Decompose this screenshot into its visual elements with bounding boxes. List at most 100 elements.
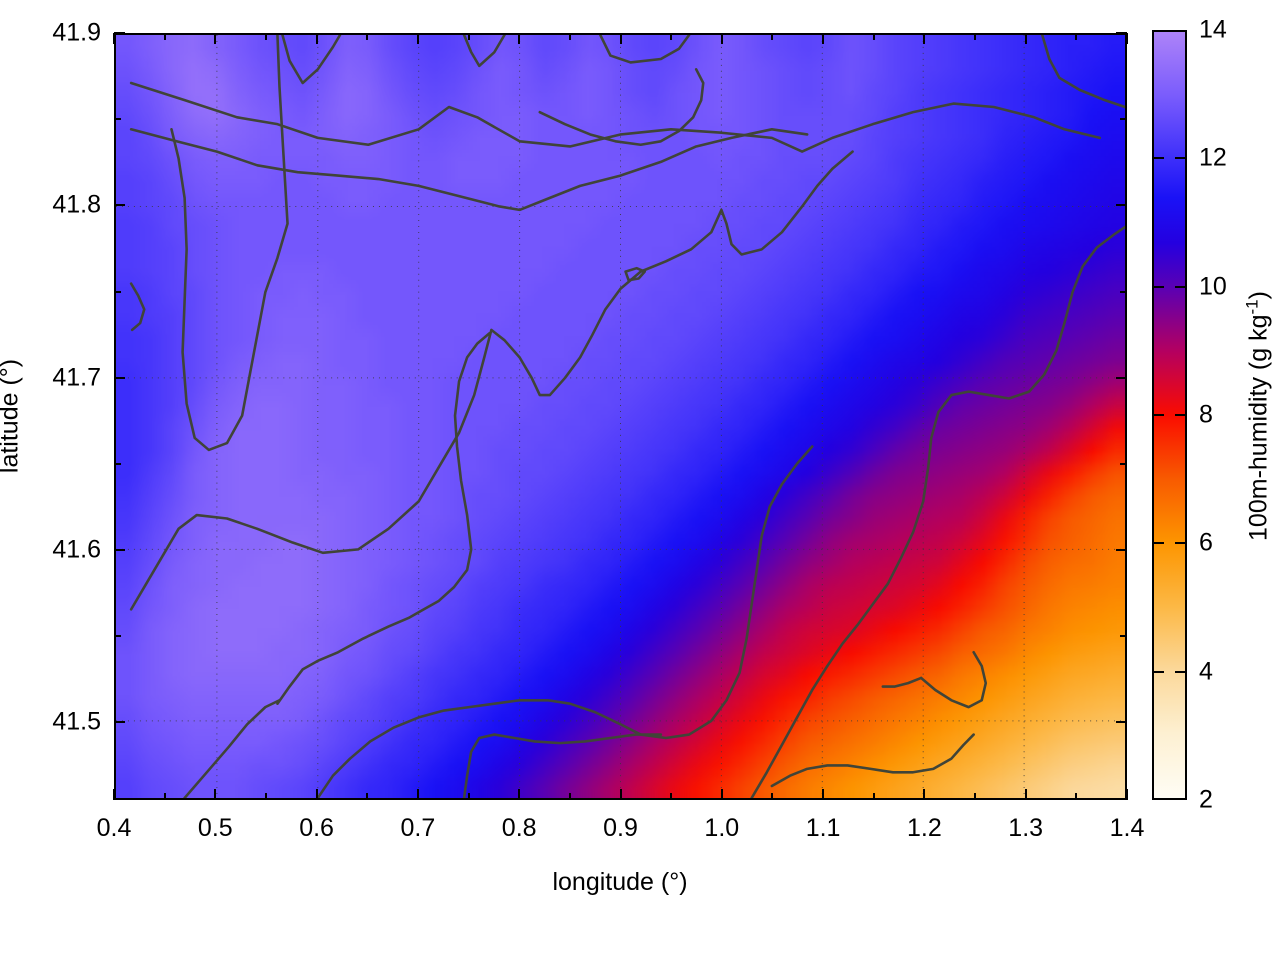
y-axis-title: latitude (°)	[0, 358, 24, 474]
x-tick-major	[113, 33, 115, 44]
x-tick-major	[416, 33, 419, 44]
y-tick-major	[1116, 32, 1127, 34]
x-tick-major	[416, 789, 419, 800]
x-tick-major	[315, 789, 318, 800]
x-tick-label: 1.4	[1109, 814, 1145, 842]
x-tick-minor	[467, 793, 470, 800]
x-tick-major	[720, 789, 723, 800]
contour-line	[170, 35, 289, 452]
x-tick-major	[1126, 789, 1128, 800]
x-tick-minor	[771, 793, 774, 800]
colorbar-tick-mark	[1152, 414, 1164, 416]
colorbar-tick-label: 12	[1199, 143, 1227, 172]
x-tick-major	[923, 789, 926, 800]
x-tick-label: 1.1	[805, 814, 841, 842]
terrain-contour-lines	[129, 35, 1125, 798]
contour-line	[276, 332, 491, 705]
colorbar-tick-label: 10	[1199, 272, 1227, 301]
contour-line	[1040, 35, 1125, 109]
x-axis-title: longitude (°)	[552, 868, 688, 896]
y-tick-minor	[114, 635, 121, 638]
y-tick-major	[1116, 549, 1127, 552]
x-tick-minor	[366, 793, 369, 800]
contour-line	[919, 650, 988, 709]
y-tick-minor	[114, 290, 121, 293]
y-tick-minor	[1120, 118, 1127, 121]
gridlines	[116, 35, 1125, 798]
colorbar-tick-mark	[1175, 542, 1187, 545]
x-tick-label: 1.0	[704, 814, 740, 842]
y-tick-major	[114, 721, 125, 724]
y-tick-minor	[1120, 290, 1127, 293]
colorbar-tick-mark	[1175, 285, 1187, 288]
y-tick-label: 41.6	[52, 535, 101, 564]
colorbar-tick-label: 14	[1199, 15, 1227, 44]
y-tick-major	[1116, 376, 1127, 379]
colorbar-tick-mark	[1175, 414, 1187, 416]
x-tick-minor	[163, 793, 166, 800]
y-tick-label: 41.8	[52, 190, 101, 219]
x-tick-label: 0.8	[501, 814, 537, 842]
contour-line	[462, 733, 663, 798]
colorbar-title-exponent: -1	[1242, 299, 1262, 315]
y-tick-major	[114, 376, 125, 379]
x-tick-minor	[366, 33, 369, 40]
x-tick-minor	[264, 33, 267, 40]
x-tick-major	[822, 33, 825, 44]
x-tick-label: 0.4	[96, 814, 132, 842]
x-tick-minor	[670, 793, 673, 800]
colorbar-tick-mark	[1175, 157, 1187, 160]
contour-line	[770, 733, 975, 788]
y-tick-minor	[1120, 462, 1127, 465]
colorbar-tick-mark	[1152, 670, 1164, 673]
y-tick-label: 41.5	[52, 707, 101, 736]
x-tick-minor	[670, 33, 673, 40]
y-tick-minor	[114, 118, 121, 121]
x-tick-major	[923, 33, 926, 44]
contour-line	[881, 676, 923, 688]
x-tick-major	[113, 789, 115, 800]
contour-line	[316, 445, 814, 798]
x-tick-major	[1126, 33, 1128, 44]
x-tick-minor	[872, 793, 875, 800]
x-tick-minor	[568, 793, 571, 800]
colorbar-tick-mark	[1152, 157, 1164, 160]
x-tick-label: 0.7	[400, 814, 436, 842]
contour-line	[281, 35, 342, 85]
x-tick-minor	[568, 33, 571, 40]
plot-area[interactable]	[114, 33, 1127, 800]
y-tick-major	[1116, 204, 1127, 207]
x-tick-label: 1.3	[1008, 814, 1044, 842]
x-tick-label: 0.5	[197, 814, 233, 842]
colorbar-tick-label: 8	[1199, 400, 1213, 429]
x-tick-major	[214, 789, 217, 800]
y-tick-major	[114, 549, 125, 552]
contour-line	[129, 128, 809, 212]
y-tick-minor	[114, 462, 121, 465]
x-tick-major	[619, 789, 622, 800]
y-tick-major	[114, 204, 125, 207]
contour-line	[750, 225, 1125, 798]
contour-line	[129, 282, 146, 332]
x-tick-major	[1024, 789, 1027, 800]
x-tick-minor	[1075, 793, 1078, 800]
colorbar-tick-label: 6	[1199, 528, 1213, 557]
colorbar-title: 100m-humidity (g kg-1)	[1242, 291, 1273, 541]
x-tick-major	[720, 33, 723, 44]
contour-line	[129, 150, 854, 611]
colorbar-title-paren: )	[1244, 291, 1273, 300]
x-tick-major	[1024, 33, 1027, 44]
contour-line	[624, 266, 647, 282]
colorbar-tick-label: 2	[1199, 785, 1213, 814]
x-tick-major	[214, 33, 217, 44]
contour-line	[599, 35, 691, 64]
x-tick-major	[619, 33, 622, 44]
x-tick-minor	[1075, 33, 1078, 40]
colorbar-tick-mark	[1152, 285, 1164, 288]
y-tick-label: 41.9	[52, 18, 101, 47]
x-tick-minor	[163, 33, 166, 40]
x-tick-minor	[771, 33, 774, 40]
x-tick-minor	[264, 793, 267, 800]
colorbar-tick-mark	[1152, 542, 1164, 545]
